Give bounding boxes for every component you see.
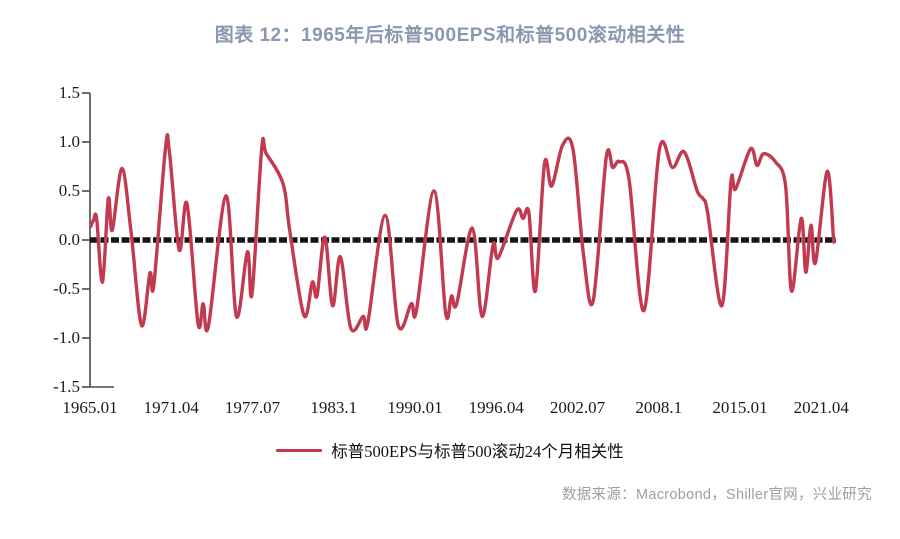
y-axis-ticks (82, 92, 90, 388)
y-axis-tick-label: 1.5 (58, 83, 80, 102)
x-axis-tick-label: 2008.1 (635, 398, 683, 417)
y-axis-tick-label: -0.5 (53, 279, 80, 298)
legend-label: 标普500EPS与标普500滚动24个月相关性 (331, 442, 624, 461)
y-axis-tick-label: 0.5 (58, 181, 80, 200)
source-note: 数据来源：Macrobond，Shiller官网，兴业研究 (561, 487, 872, 503)
x-axis-tick-label: 1965.01 (62, 398, 118, 417)
y-axis-tick-label: 1.0 (58, 132, 80, 151)
x-axis-tick-label: 1990.01 (387, 398, 443, 417)
x-axis-tick-label: 1983.1 (310, 398, 358, 417)
correlation-line (89, 133, 836, 333)
legend-line-marker-icon (276, 448, 323, 452)
x-axis-tick-label: 1977.07 (224, 398, 281, 417)
page-title: 图表 12：1965年后标普500EPS和标普500滚动相关性 (214, 25, 686, 46)
x-axis-tick-label: 1971.04 (143, 398, 199, 417)
x-axis-tick-label: 2021.04 (793, 398, 849, 417)
legend: 标普500EPS与标普500滚动24个月相关性 (0, 438, 900, 462)
x-axis-tick-label: 1996.04 (468, 398, 524, 417)
y-axis-tick-label: -1.5 (53, 377, 80, 396)
y-axis-tick-label: -1.0 (53, 328, 80, 347)
y-axis-tick-label: 0.0 (58, 230, 80, 249)
x-axis-tick-label: 2002.07 (549, 398, 606, 417)
x-axis-tick-label: 2015.01 (712, 398, 768, 417)
plot-area (82, 92, 836, 388)
